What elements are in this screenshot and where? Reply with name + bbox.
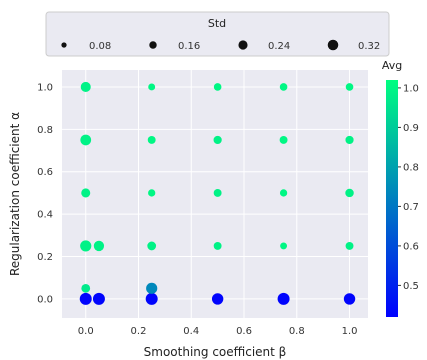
data-point xyxy=(145,292,158,305)
data-point xyxy=(80,240,92,252)
data-point xyxy=(279,135,288,144)
data-point xyxy=(345,241,354,250)
size-legend-marker xyxy=(327,39,339,51)
y-tick-label: 0.6 xyxy=(37,167,53,178)
data-point xyxy=(81,188,91,198)
data-points xyxy=(79,81,356,305)
y-axis-ticks: 0.0 0.2 0.4 0.6 0.8 1.0 xyxy=(37,82,53,305)
colorbar-tick-label: 0.6 xyxy=(403,241,419,252)
x-tick-label: 0.6 xyxy=(236,326,252,337)
size-legend-marker xyxy=(149,41,157,49)
data-point xyxy=(279,189,288,197)
data-point xyxy=(279,83,288,91)
x-tick-label: 0.8 xyxy=(289,326,305,337)
colorbar-tick-label: 0.9 xyxy=(403,123,419,134)
data-point xyxy=(80,134,92,146)
colorbar-tick-label: 0.7 xyxy=(403,202,419,213)
data-point xyxy=(345,135,354,145)
size-legend-label: 0.32 xyxy=(358,41,380,52)
colorbar-tick-label: 0.8 xyxy=(403,162,419,173)
colorbar: Avg 0.5 0.6 0.7 0.8 0.9 1.0 xyxy=(382,59,419,317)
colorbar-gradient xyxy=(386,80,398,317)
data-point xyxy=(277,292,290,305)
data-point xyxy=(148,189,156,197)
x-tick-label: 0.2 xyxy=(131,326,147,337)
data-point xyxy=(92,292,105,305)
data-point xyxy=(79,292,92,305)
data-point xyxy=(148,83,156,91)
data-point xyxy=(213,83,222,91)
data-point xyxy=(213,188,222,197)
colorbar-tick-label: 1.0 xyxy=(403,83,419,94)
colorbar-tick-label: 0.5 xyxy=(403,281,419,292)
x-tick-label: 1.0 xyxy=(342,326,358,337)
y-tick-label: 0.2 xyxy=(37,252,53,263)
y-tick-label: 1.0 xyxy=(37,82,53,93)
y-tick-label: 0.8 xyxy=(37,125,53,136)
data-point xyxy=(146,282,158,294)
data-point xyxy=(93,240,105,252)
data-point xyxy=(343,293,356,305)
data-point xyxy=(280,242,288,250)
data-point xyxy=(147,241,157,251)
data-point xyxy=(147,135,156,144)
size-legend-title: Std xyxy=(208,17,226,30)
size-legend-frame xyxy=(45,11,390,57)
data-point xyxy=(345,83,354,91)
data-point xyxy=(81,283,91,293)
size-legend-marker xyxy=(238,40,248,50)
data-point xyxy=(211,293,224,305)
data-point xyxy=(213,135,222,145)
data-point xyxy=(345,188,354,198)
size-legend-label: 0.24 xyxy=(268,41,290,52)
x-axis-label: Smoothing coefficient β xyxy=(144,345,287,359)
data-point xyxy=(80,81,91,92)
colorbar-ticks: 0.5 0.6 0.7 0.8 0.9 1.0 xyxy=(398,83,419,292)
size-legend-marker xyxy=(61,42,67,48)
x-tick-label: 0.0 xyxy=(78,326,94,337)
y-tick-label: 0.4 xyxy=(37,210,53,221)
y-axis-label: Regularization coefficient α xyxy=(8,112,22,276)
data-point xyxy=(213,241,222,250)
colorbar-title: Avg xyxy=(382,59,402,72)
y-tick-label: 0.0 xyxy=(37,294,53,305)
size-legend-label: 0.16 xyxy=(178,41,200,52)
x-axis-ticks: 0.0 0.2 0.4 0.6 0.8 1.0 xyxy=(78,326,358,337)
size-legend: Std 0.08 0.16 0.24 0.32 xyxy=(45,11,390,57)
size-legend-label: 0.08 xyxy=(89,41,111,52)
x-tick-label: 0.4 xyxy=(183,326,199,337)
